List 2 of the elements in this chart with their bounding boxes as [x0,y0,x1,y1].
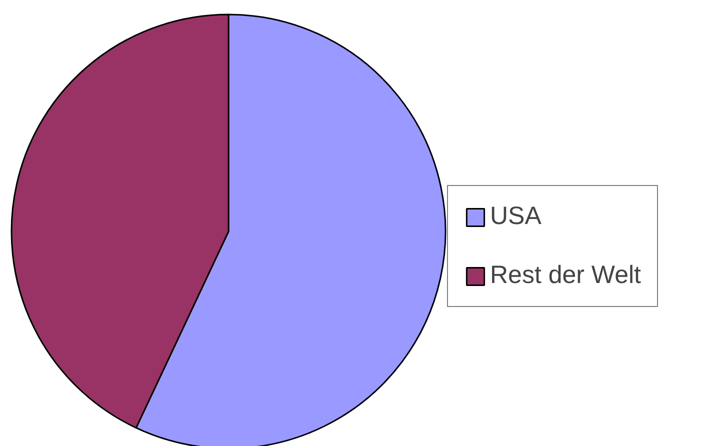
legend-label: USA [490,202,542,231]
legend-label: Rest der Welt [490,261,641,290]
